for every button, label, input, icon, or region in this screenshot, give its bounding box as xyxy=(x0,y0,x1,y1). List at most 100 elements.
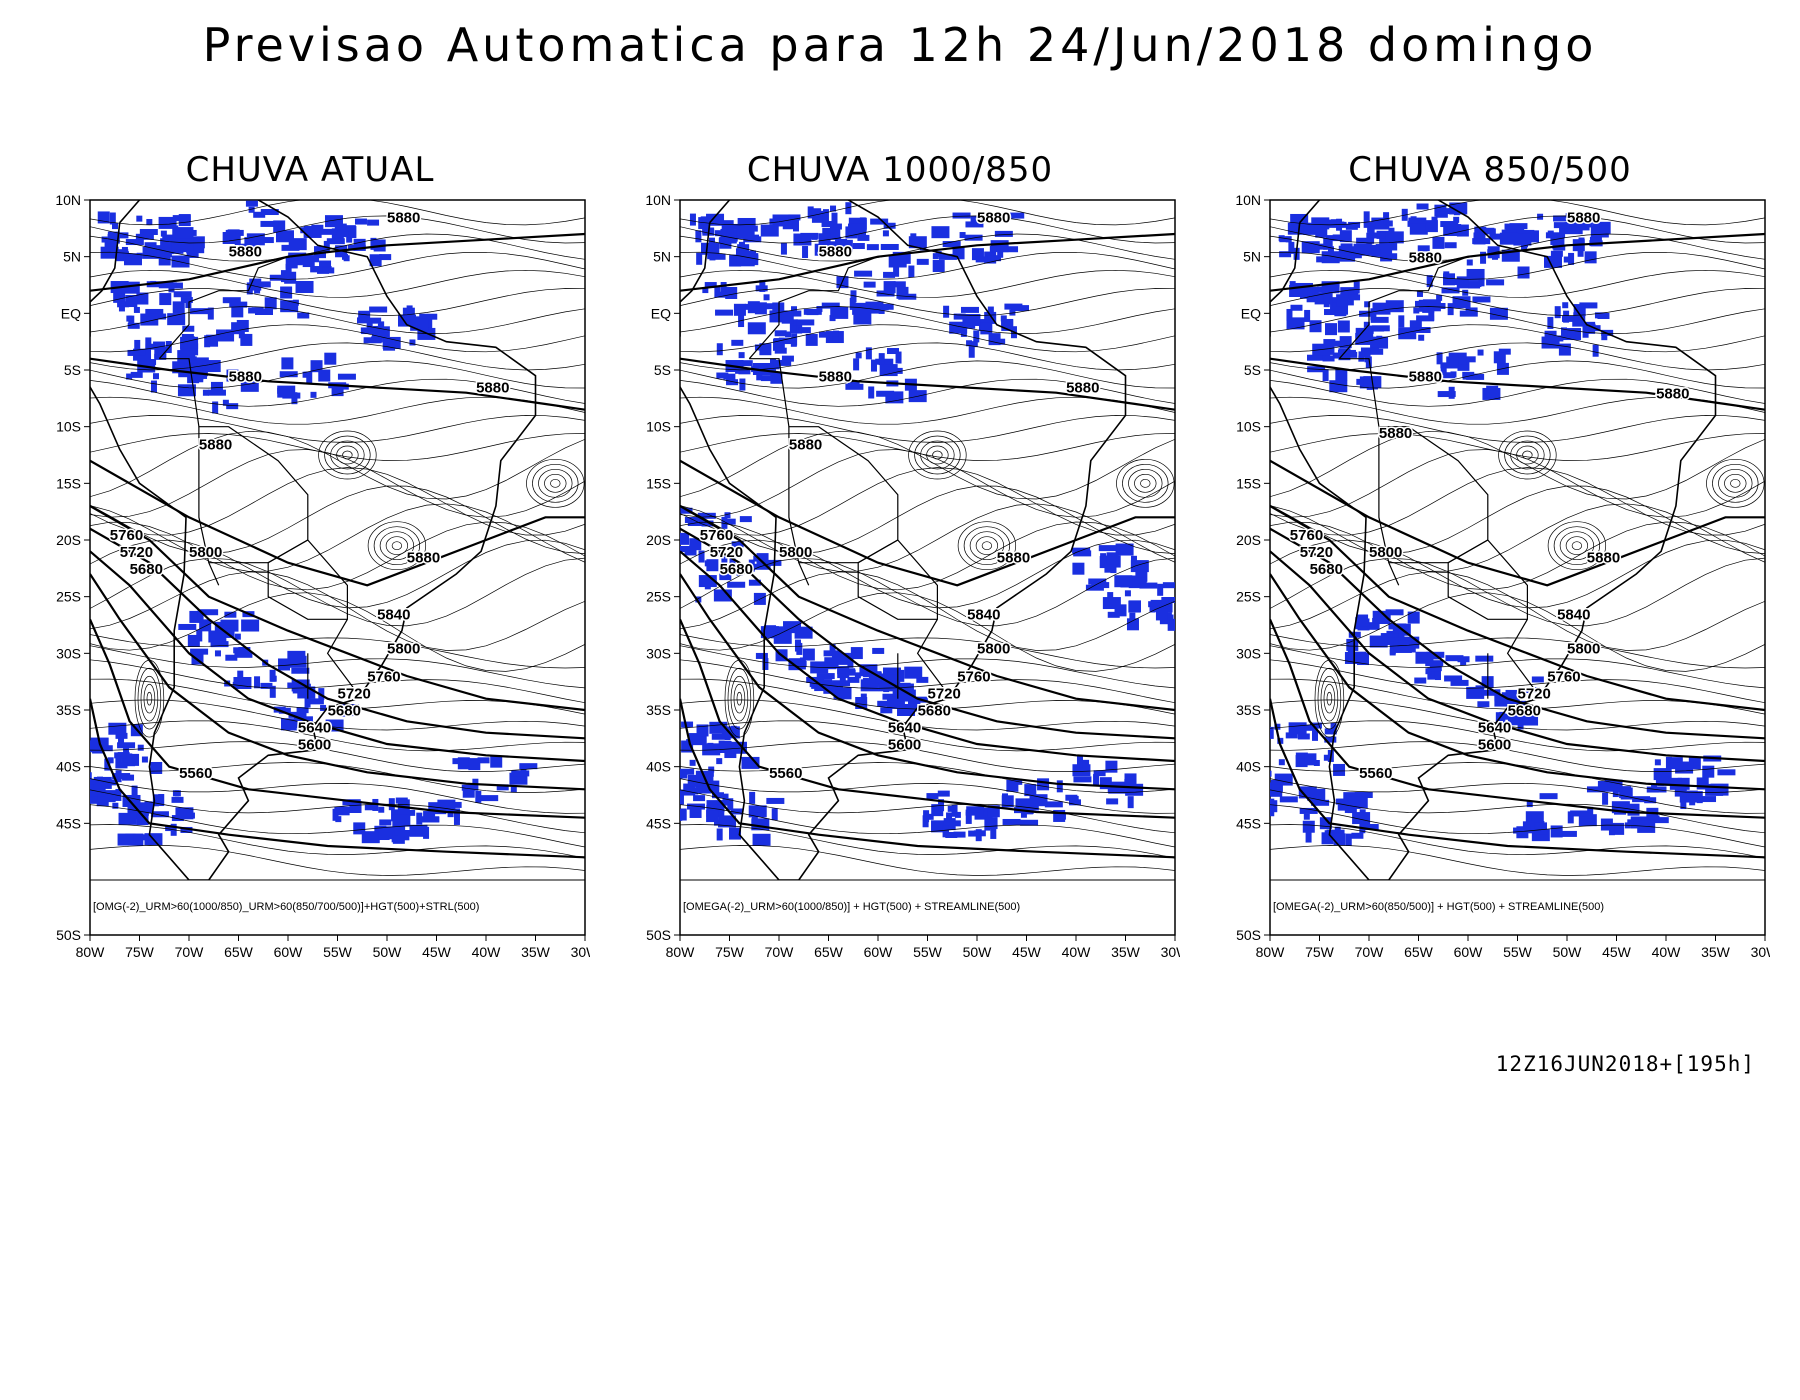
rain-cell xyxy=(1440,362,1447,375)
rain-cell xyxy=(1466,268,1485,281)
rain-cell xyxy=(1134,577,1147,584)
rain-cell xyxy=(707,242,720,255)
rain-cell xyxy=(145,308,164,315)
rain-cell xyxy=(747,322,766,335)
rain-cell xyxy=(731,339,744,346)
rain-cell xyxy=(112,773,131,780)
contour-label: 5880 xyxy=(1567,210,1600,227)
rain-cell xyxy=(1000,315,1007,322)
rain-cell xyxy=(137,744,144,751)
lon-tick-label: 45W xyxy=(1602,944,1632,960)
rain-cell xyxy=(990,826,997,839)
lat-tick-label: 25S xyxy=(646,589,671,605)
rain-cell xyxy=(1336,294,1349,307)
rain-cell xyxy=(83,780,89,792)
lon-tick-label: 65W xyxy=(1404,944,1434,960)
vortex-ring xyxy=(932,450,943,460)
rain-cell xyxy=(658,774,664,786)
height-contour xyxy=(680,573,1175,791)
rain-cell xyxy=(811,682,818,689)
rain-cell xyxy=(1340,243,1353,250)
rain-cell xyxy=(226,403,239,410)
rain-cell xyxy=(1414,677,1427,684)
streamline xyxy=(680,571,1175,651)
rain-area xyxy=(716,339,794,391)
contour-label: 5600 xyxy=(1478,737,1511,754)
rain-cell xyxy=(199,619,212,632)
rain-cell xyxy=(684,549,697,556)
rain-cell xyxy=(177,307,184,314)
rain-cell xyxy=(759,343,772,356)
rain-cell xyxy=(762,657,769,670)
height-contour xyxy=(1270,698,1765,859)
map-svg: 5880588058805880588058805760572056805800… xyxy=(645,192,1180,960)
rain-cell xyxy=(1328,342,1335,355)
rain-cell xyxy=(1437,391,1456,398)
rain-cell xyxy=(153,245,172,258)
rain-cell xyxy=(1592,344,1599,357)
rain-cell xyxy=(806,309,819,316)
rain-cell xyxy=(127,349,146,356)
rain-cell xyxy=(1368,226,1375,239)
rain-cell xyxy=(716,828,723,841)
rain-cell xyxy=(238,243,245,250)
rain-cell xyxy=(736,563,743,576)
contour-label: 5880 xyxy=(977,210,1010,227)
vortex-ring xyxy=(1498,430,1557,480)
rain-cell xyxy=(1337,320,1350,333)
rain-cell xyxy=(708,766,715,773)
rain-cell xyxy=(158,216,177,229)
rain-cell xyxy=(1602,792,1609,805)
streamline xyxy=(90,449,585,518)
rain-cell xyxy=(866,244,879,251)
height-contour xyxy=(680,232,1175,292)
contour-label: 5800 xyxy=(1369,544,1402,561)
rain-cell xyxy=(829,223,842,230)
rain-cell xyxy=(1304,309,1311,322)
rain-cell xyxy=(878,353,885,366)
rain-cell xyxy=(791,319,798,326)
vortex-ring xyxy=(379,531,415,561)
rain-area xyxy=(392,799,462,844)
streamline xyxy=(1270,378,1765,407)
rain-cell xyxy=(1361,623,1380,630)
rain-cell xyxy=(269,274,282,281)
rain-cell xyxy=(1371,325,1390,332)
contour-label: 5760 xyxy=(1290,527,1323,544)
rain-cell xyxy=(278,707,291,714)
streamline xyxy=(1270,467,1765,536)
lat-tick-label: 5N xyxy=(1243,249,1261,265)
vortex-ring xyxy=(1730,478,1741,488)
rain-cell xyxy=(1279,796,1298,803)
rain-cell xyxy=(741,756,760,769)
rain-cell xyxy=(392,814,411,827)
rain-cell xyxy=(1255,785,1261,791)
rain-cell xyxy=(1106,798,1119,805)
contour-label: 5760 xyxy=(110,527,143,544)
rain-cell xyxy=(1558,343,1571,356)
streamline xyxy=(1270,634,1765,669)
lon-tick-label: 50W xyxy=(963,944,993,960)
rain-cell xyxy=(830,205,837,212)
rain-cell xyxy=(115,756,122,769)
political-border xyxy=(267,539,348,620)
rain-cell xyxy=(1330,219,1337,226)
rain-cell xyxy=(1257,804,1269,816)
rain-cell xyxy=(1020,811,1027,818)
rain-cell xyxy=(880,707,893,714)
lon-tick-label: 40W xyxy=(472,944,502,960)
rain-cell xyxy=(354,218,367,225)
rain-cell xyxy=(730,725,737,738)
rain-cell xyxy=(477,757,490,764)
rain-cell xyxy=(324,215,343,228)
rain-cell xyxy=(696,724,709,737)
rain-cell xyxy=(1444,242,1457,249)
rain-cell xyxy=(397,829,416,836)
rain-cell xyxy=(732,223,739,230)
rain-cell xyxy=(1321,251,1340,264)
contour-label: 5880 xyxy=(229,244,262,261)
rain-cell xyxy=(231,305,244,318)
vortex-ring xyxy=(1323,683,1336,714)
streamline xyxy=(90,233,585,262)
streamline xyxy=(680,288,1175,316)
